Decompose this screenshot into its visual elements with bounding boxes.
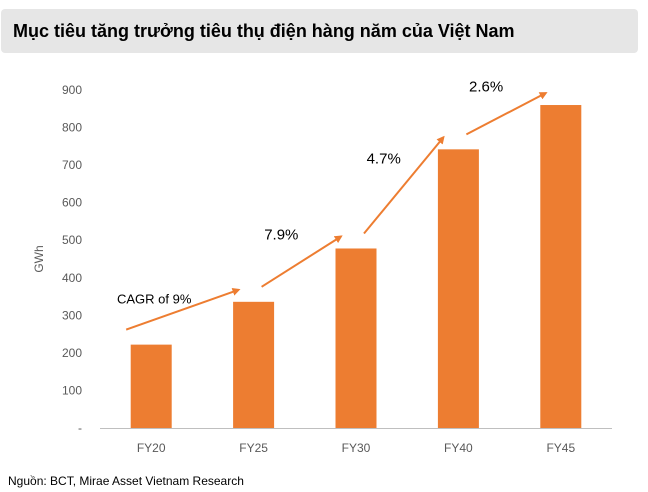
growth-arrow — [261, 235, 343, 288]
growth-label: CAGR of 9% — [117, 292, 192, 307]
growth-label: 2.6% — [469, 79, 503, 96]
bar-fy20 — [130, 344, 172, 428]
y-axis-label: GWh — [32, 245, 46, 272]
y-tick-label: 500 — [62, 233, 82, 247]
x-tick-label: FY40 — [444, 441, 473, 455]
growth-arrow — [363, 135, 445, 235]
x-tick-label: FY20 — [137, 441, 166, 455]
y-tick-label: 800 — [62, 121, 82, 135]
y-tick-label: 300 — [62, 308, 82, 322]
bar-fy25 — [233, 301, 275, 428]
y-tick-label: 900 — [62, 83, 82, 97]
y-tick-label: 200 — [62, 346, 82, 360]
bar-fy45 — [540, 105, 582, 429]
x-tick-label: FY30 — [342, 441, 371, 455]
bar-fy40 — [437, 149, 479, 429]
x-tick-label: FY25 — [239, 441, 268, 455]
y-tick-label: 700 — [62, 158, 82, 172]
y-tick-label: - — [78, 421, 82, 435]
page-title: Mục tiêu tăng trưởng tiêu thụ điện hàng … — [13, 21, 515, 41]
x-tick-label: FY45 — [546, 441, 575, 455]
growth-arrow — [125, 288, 241, 331]
growth-label: 7.9% — [264, 227, 298, 244]
bar-fy30 — [335, 248, 377, 428]
y-tick-label: 100 — [62, 383, 82, 397]
growth-label: 4.7% — [367, 150, 401, 167]
y-tick-label: 400 — [62, 271, 82, 285]
y-tick-label: 600 — [62, 196, 82, 210]
growth-arrow — [465, 92, 548, 136]
title-bar: Mục tiêu tăng trưởng tiêu thụ điện hàng … — [1, 9, 638, 53]
source-note: Nguồn: BCT, Mirae Asset Vietnam Research — [8, 474, 244, 488]
